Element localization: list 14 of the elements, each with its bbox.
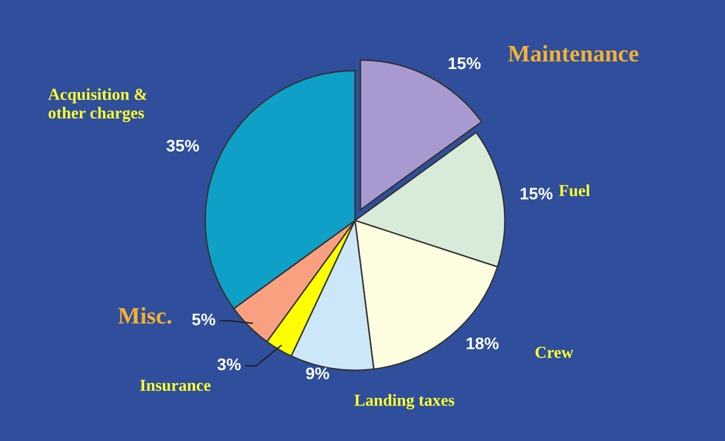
slice-label: Misc. xyxy=(118,307,172,324)
slice-label: Maintenance xyxy=(508,45,638,62)
data-label: 3% xyxy=(217,358,241,370)
data-label: 9% xyxy=(306,367,330,380)
slice-label: Fuel xyxy=(559,184,590,196)
data-label: 15% xyxy=(520,188,552,200)
slice-label: Crew xyxy=(536,346,574,358)
slice-label: Insurance xyxy=(140,380,210,391)
data-label: 15% xyxy=(448,57,481,70)
data-label: 5% xyxy=(192,314,216,326)
slice-label: Landing taxes xyxy=(354,394,454,410)
slice-label: Acquisition & other charges xyxy=(48,88,147,122)
data-label: 35% xyxy=(166,140,199,152)
data-label: 18% xyxy=(466,338,499,350)
